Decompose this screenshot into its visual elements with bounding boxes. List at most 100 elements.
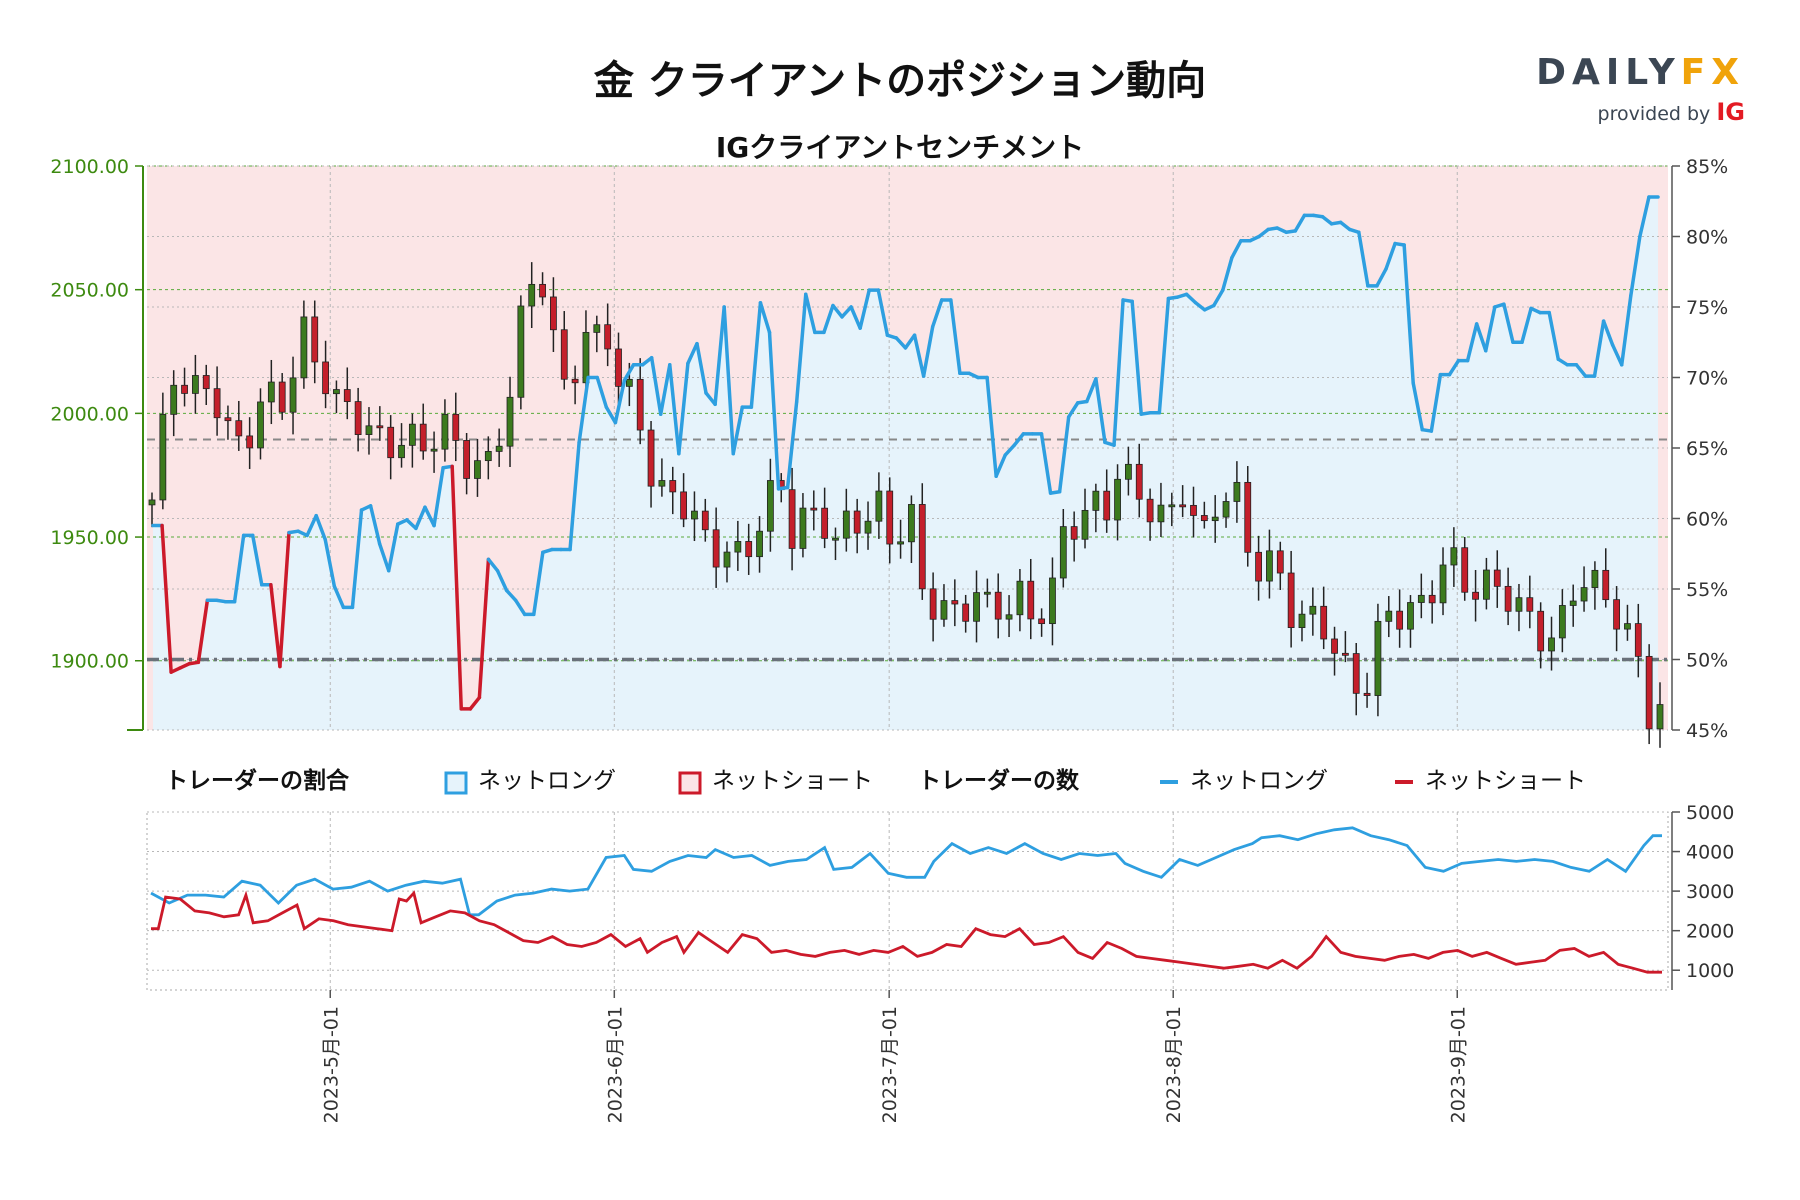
candle — [951, 579, 959, 627]
candle-body — [289, 377, 297, 413]
candle-body — [1613, 599, 1621, 630]
candle — [170, 370, 178, 437]
candle-body — [322, 361, 329, 395]
net-long-segment — [160, 523, 173, 674]
candle-body — [1222, 501, 1230, 518]
net-long-segment — [921, 324, 935, 378]
candle-body — [636, 378, 644, 431]
candle-body — [300, 316, 308, 379]
net-long-segment — [985, 375, 998, 478]
candle-body — [582, 331, 590, 384]
date-grid — [329, 166, 1458, 730]
net-long-segment — [1429, 372, 1443, 433]
net-long-segment — [504, 588, 518, 603]
net-long-segment — [804, 292, 817, 335]
price-tick-label: 2000.00 — [50, 403, 129, 425]
candle — [756, 516, 763, 573]
candle-body — [680, 491, 687, 520]
candle-body — [669, 480, 677, 493]
candle-body — [940, 600, 948, 620]
candle — [181, 367, 188, 407]
candle — [940, 584, 948, 627]
candle-body — [267, 381, 275, 403]
candle — [1374, 603, 1382, 717]
candle — [994, 573, 1002, 639]
candle-body — [1450, 547, 1458, 566]
candle-body — [756, 530, 763, 558]
candle — [506, 376, 514, 467]
net-long-segment — [722, 305, 735, 456]
candle — [1146, 488, 1154, 541]
candle-body — [1428, 594, 1436, 604]
candle — [289, 356, 297, 435]
count-net-short-line — [151, 890, 1662, 974]
candle — [669, 466, 677, 515]
net-long-segment — [1012, 432, 1026, 447]
candle — [213, 366, 221, 436]
candle-body — [701, 510, 709, 531]
net-long-segment — [386, 522, 400, 573]
candle-body — [1049, 577, 1056, 625]
net-long-segment — [350, 508, 364, 610]
candle — [1558, 589, 1566, 653]
net-long-segment — [305, 513, 318, 538]
candle — [691, 491, 698, 542]
net-long-segment — [1619, 293, 1633, 367]
candle-body — [1558, 605, 1566, 639]
candle — [430, 431, 438, 473]
candle-body — [788, 489, 796, 549]
net-long-segment — [1502, 302, 1515, 344]
percent-tick-label: 80% — [1686, 227, 1728, 249]
net-long-segment — [1212, 288, 1225, 308]
net-long-segment — [1320, 215, 1334, 226]
candle-body — [1179, 504, 1187, 508]
candle-body — [1374, 620, 1382, 696]
candle-body — [712, 529, 720, 568]
candle-body — [387, 426, 395, 459]
candle-body — [354, 401, 362, 435]
candle-body — [1634, 623, 1642, 657]
candle — [300, 300, 308, 389]
net-long-segment — [1003, 443, 1017, 457]
candle — [1407, 595, 1414, 648]
candle-body — [1146, 498, 1154, 523]
candle — [1385, 596, 1393, 638]
candle — [1363, 672, 1371, 708]
date-tick-label: 2023-6月-01 — [604, 1006, 626, 1123]
candle-body — [593, 324, 601, 333]
candle — [832, 527, 839, 561]
candle — [528, 262, 536, 329]
net-long-segment — [831, 303, 844, 319]
legend-ratio-short-swatch — [678, 771, 702, 795]
net-long-segment — [495, 568, 509, 593]
candle-body — [962, 603, 970, 622]
net-long-segment — [658, 363, 672, 416]
candle-body — [994, 591, 1002, 620]
candle-body — [1038, 618, 1046, 625]
net-long-segment — [1574, 363, 1588, 378]
candle — [821, 487, 829, 549]
net-long-segment — [1193, 301, 1207, 312]
logo-provided: provided by IG — [1598, 98, 1745, 126]
candle-body — [1168, 504, 1176, 508]
candle-body — [1233, 481, 1241, 502]
net-long-segment — [314, 513, 328, 542]
candle-body — [615, 348, 622, 387]
net-long-series — [151, 195, 1660, 711]
candle-body — [983, 591, 991, 595]
legend-ratio-title: トレーダーの割合 — [165, 767, 350, 794]
candle — [278, 373, 286, 420]
net-long-area — [153, 197, 1658, 730]
candle — [766, 458, 774, 552]
candle-body — [1396, 610, 1404, 630]
candle — [1135, 443, 1143, 518]
candle — [1591, 561, 1599, 610]
net-long-segment — [1357, 230, 1370, 288]
candle-body — [1309, 605, 1317, 615]
candle — [159, 392, 167, 510]
candle — [1645, 644, 1653, 745]
net-long-segment — [532, 550, 545, 617]
candle — [1103, 469, 1111, 533]
candle — [408, 413, 416, 468]
